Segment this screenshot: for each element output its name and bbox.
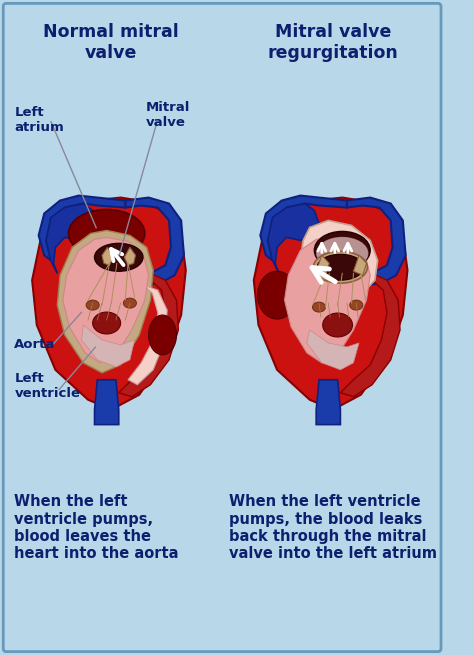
Polygon shape [354,255,366,275]
Polygon shape [82,325,135,367]
Ellipse shape [94,244,143,271]
Text: Left
ventricle: Left ventricle [14,372,81,400]
Polygon shape [119,273,178,397]
Text: When the left
ventricle pumps,
blood leaves the
heart into the aorta: When the left ventricle pumps, blood lea… [14,495,179,561]
Ellipse shape [257,271,297,319]
Polygon shape [57,231,153,373]
Polygon shape [128,285,167,384]
Polygon shape [94,380,119,424]
Polygon shape [284,237,370,363]
Text: Left
atrium: Left atrium [14,106,64,134]
Ellipse shape [86,300,99,310]
Text: Normal mitral
valve: Normal mitral valve [44,24,179,62]
Polygon shape [347,198,406,285]
Polygon shape [46,204,97,273]
Polygon shape [124,248,136,265]
Polygon shape [39,196,125,260]
Ellipse shape [312,302,326,312]
Ellipse shape [92,312,120,334]
Polygon shape [254,198,408,409]
Polygon shape [340,273,400,397]
Polygon shape [316,380,340,424]
Ellipse shape [317,254,364,280]
Polygon shape [307,330,359,370]
Polygon shape [102,248,113,265]
Ellipse shape [68,210,145,257]
Polygon shape [301,221,378,300]
Ellipse shape [313,252,367,283]
Text: Aorta: Aorta [14,338,56,351]
Text: Mitral
valve: Mitral valve [146,101,190,129]
Ellipse shape [317,237,368,269]
Text: Mitral valve
regurgitation: Mitral valve regurgitation [268,24,398,62]
Polygon shape [125,198,184,285]
Polygon shape [32,198,186,409]
Polygon shape [260,196,347,260]
Ellipse shape [314,231,370,269]
FancyBboxPatch shape [3,3,441,652]
Text: When the left ventricle
pumps, the blood leaks
back through the mitral
valve int: When the left ventricle pumps, the blood… [228,495,437,561]
Ellipse shape [148,315,176,355]
Polygon shape [268,204,319,273]
Ellipse shape [323,313,353,337]
Ellipse shape [123,298,137,308]
Ellipse shape [350,300,363,310]
Polygon shape [316,255,329,275]
Polygon shape [63,237,148,363]
